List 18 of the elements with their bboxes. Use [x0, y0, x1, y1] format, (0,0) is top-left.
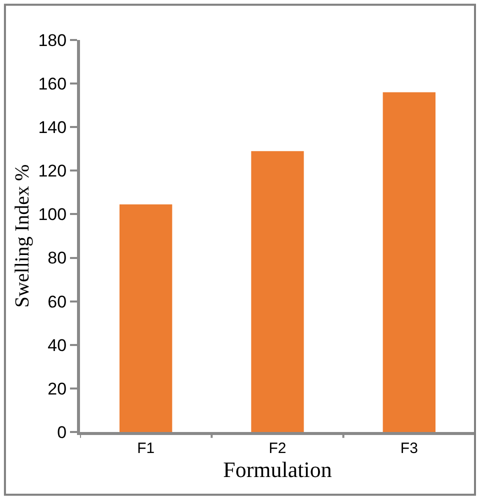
y-tick-label: 140	[38, 118, 67, 138]
x-tick-label: F1	[137, 440, 155, 457]
bar	[120, 204, 172, 432]
y-tick-label: 180	[38, 30, 67, 50]
x-tick-label: F2	[268, 440, 286, 457]
x-axis-title: Formulation	[223, 457, 332, 482]
bar	[382, 92, 436, 432]
y-tick-label: 60	[48, 292, 67, 312]
y-tick-label: 40	[48, 336, 67, 355]
y-tick-label: 100	[38, 205, 67, 224]
y-tick-label: 120	[38, 162, 67, 181]
y-axis-title: Swelling Index %	[12, 164, 34, 308]
x-tick-label: F3	[400, 440, 418, 457]
bar	[251, 151, 304, 432]
y-tick-label: 0	[57, 422, 67, 442]
y-tick-label: 160	[38, 74, 67, 94]
y-tick-label: 20	[48, 379, 67, 398]
y-tick-label: 80	[48, 248, 67, 268]
